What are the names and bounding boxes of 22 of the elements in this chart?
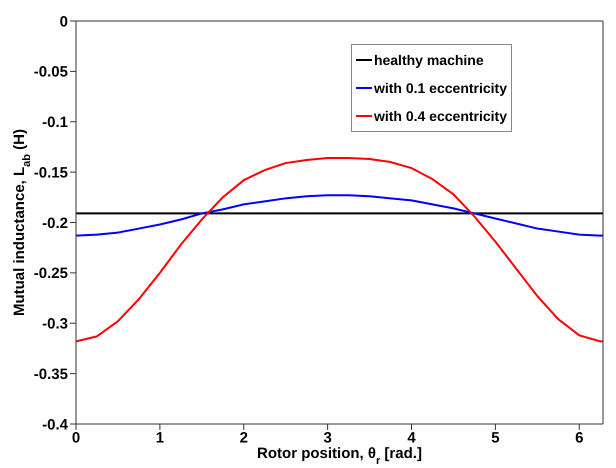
- y-tick-label: -0.1: [42, 114, 68, 132]
- line-series: [76, 194, 603, 237]
- y-tick-label: -0.05: [34, 64, 68, 81]
- x-tick-label: 4: [407, 430, 416, 447]
- y-tick-label: -0.15: [34, 164, 68, 182]
- y-tick-label: -0.4: [42, 416, 69, 434]
- y-tick-label: -0.25: [34, 265, 68, 282]
- x-tick-label: 5: [491, 430, 500, 447]
- y-tick-label: -0.35: [34, 366, 68, 383]
- x-tick-label: 3: [323, 430, 332, 447]
- x-tick-label: 2: [240, 430, 248, 447]
- legend-label: with 0.4 eccentricity: [374, 108, 507, 124]
- x-axis-title: Rotor position, θ$_{r}$ [rad.]: [257, 445, 422, 467]
- legend-label: healthy machine: [374, 52, 484, 68]
- x-tick-label: 6: [575, 430, 584, 447]
- x-tick-label: 1: [156, 430, 164, 447]
- legend-label: with 0.1 eccentricity: [374, 80, 507, 96]
- line-series: [76, 157, 603, 342]
- y-tick-label: 0: [60, 13, 68, 30]
- y-tick-label: -0.3: [42, 316, 68, 333]
- y-tick-label: -0.2: [42, 214, 68, 232]
- x-tick-label: 0: [72, 430, 80, 447]
